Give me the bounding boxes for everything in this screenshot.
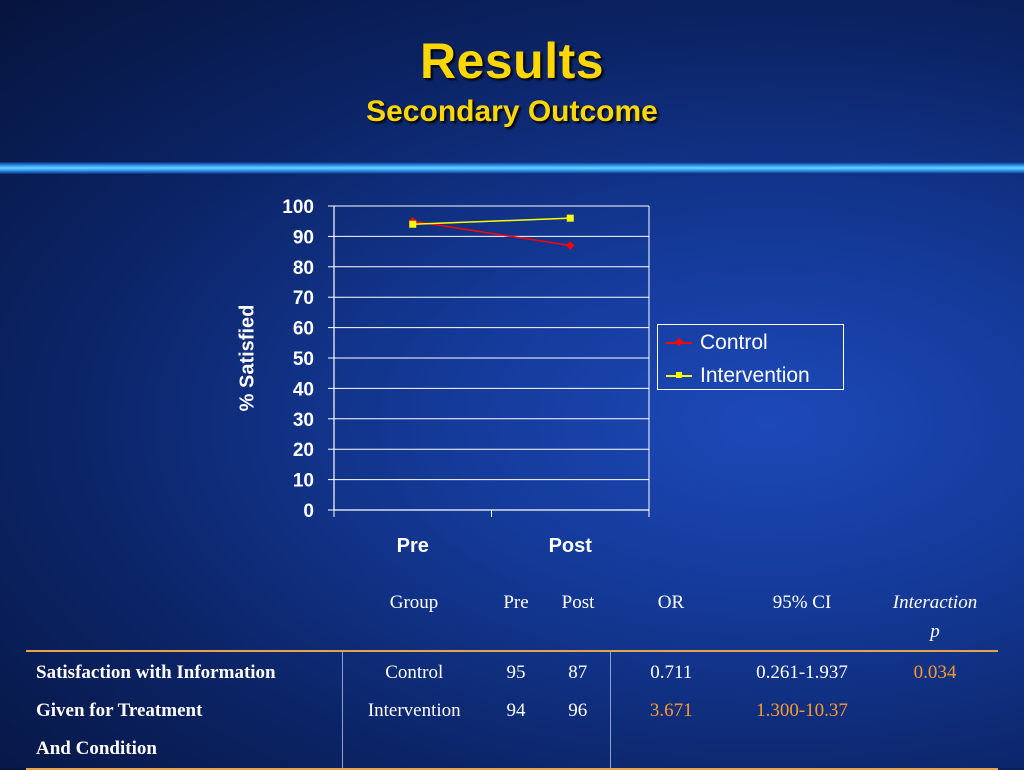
x-tick-label: Pre bbox=[397, 535, 429, 557]
title-divider bbox=[0, 162, 1024, 174]
series-line-intervention bbox=[412, 217, 571, 225]
y-tick-label: 90 bbox=[293, 227, 314, 248]
cell-empty bbox=[609, 730, 732, 770]
measure-header bbox=[26, 588, 342, 651]
header-pre: Pre bbox=[503, 592, 529, 613]
y-tick-label: 40 bbox=[293, 379, 314, 400]
y-tick-label: 80 bbox=[293, 258, 314, 279]
cell-interaction-p bbox=[872, 692, 998, 730]
table-header-row: Group Pre Post OR 95% CI Interaction p bbox=[26, 588, 998, 651]
cell-group: Intervention bbox=[341, 692, 486, 730]
legend-item-control: Control bbox=[666, 330, 768, 356]
line-chart: 0 10 20 30 40 50 60 70 80 90 100 Pre Post bbox=[282, 197, 593, 557]
data-point bbox=[566, 214, 574, 222]
legend-control-symbol bbox=[666, 333, 692, 353]
cell-ci: 1.300-10.37 bbox=[756, 700, 848, 721]
cell-empty bbox=[341, 730, 486, 770]
table-row: Given for Treatment Intervention 94 96 3… bbox=[26, 692, 998, 730]
y-tick-label: 60 bbox=[293, 319, 314, 340]
series-line-control bbox=[412, 220, 571, 247]
table-row: Satisfaction with Information Control 95… bbox=[26, 650, 998, 692]
data-point bbox=[566, 241, 575, 250]
y-tick-label: 0 bbox=[303, 501, 314, 522]
cell-post: 87 bbox=[546, 650, 610, 692]
cell-or: 0.711 bbox=[609, 650, 732, 692]
cell-post: 96 bbox=[568, 700, 588, 721]
header-post: Post bbox=[561, 592, 595, 613]
results-table: Group Pre Post OR 95% CI Interaction p Sa… bbox=[26, 588, 998, 770]
cell-empty bbox=[732, 730, 872, 770]
cell-empty bbox=[486, 730, 546, 770]
y-tick-label: 20 bbox=[293, 440, 314, 461]
cell-empty bbox=[546, 730, 610, 770]
header-p-line1: Interaction bbox=[892, 592, 978, 613]
cell-pre: 95 bbox=[486, 650, 546, 692]
y-tick-label: 100 bbox=[282, 197, 314, 218]
header-group: Group bbox=[389, 592, 439, 613]
y-tick-label: 50 bbox=[293, 349, 314, 370]
slide-title: Results bbox=[419, 33, 605, 89]
x-tick-label: Post bbox=[549, 535, 593, 557]
header-p-line2: p bbox=[930, 621, 940, 642]
legend-item-intervention: Intervention bbox=[666, 363, 810, 389]
cell-empty bbox=[872, 730, 998, 770]
cell-group: Control bbox=[341, 650, 486, 692]
cell-interaction-p: 0.034 bbox=[872, 650, 998, 692]
legend-label-intervention: Intervention bbox=[700, 364, 810, 387]
cell-ci: 0.261-1.937 bbox=[732, 650, 872, 692]
y-tick-label: 30 bbox=[293, 410, 314, 431]
y-axis-label: % Satisfied bbox=[236, 304, 259, 412]
header-ci: 95% CI bbox=[772, 592, 832, 613]
data-point bbox=[409, 220, 417, 228]
y-tick-label: 10 bbox=[293, 471, 314, 492]
measure-line-2: Given for Treatment bbox=[36, 700, 203, 721]
header-or: OR bbox=[657, 592, 685, 613]
legend-label-control: Control bbox=[700, 331, 768, 354]
cell-or: 3.671 bbox=[609, 692, 732, 730]
table-row: And Condition bbox=[26, 730, 998, 770]
header-interaction-p: Interaction p bbox=[872, 588, 998, 651]
measure-line-3: And Condition bbox=[26, 730, 342, 770]
legend-intervention-symbol bbox=[666, 366, 692, 386]
slide-subtitle: Secondary Outcome bbox=[366, 95, 658, 128]
measure-line-1: Satisfaction with Information bbox=[26, 650, 342, 692]
cell-pre: 94 bbox=[506, 700, 526, 721]
y-tick-label: 70 bbox=[293, 288, 314, 309]
chart-legend: Control Intervention bbox=[657, 324, 844, 390]
